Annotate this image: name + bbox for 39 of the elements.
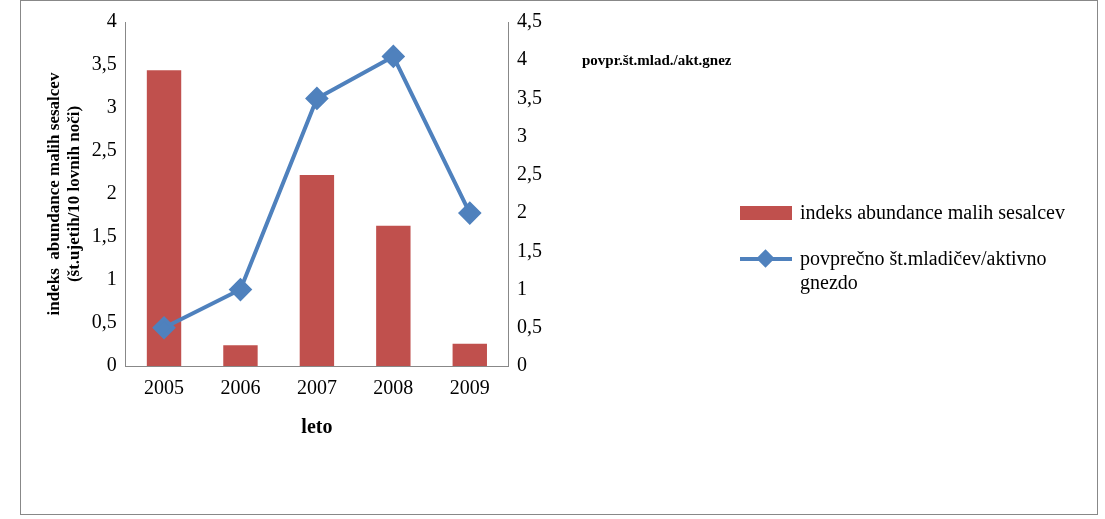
y-tick-label: 3,5 — [91, 52, 117, 75]
legend-label: povprečno št.mladičev/aktivno gnezdo — [800, 247, 1047, 293]
legend-label: indeks abundance malih sesalcev — [800, 201, 1065, 223]
y-tick-label: 2 — [106, 181, 117, 204]
y2-tick-label: 3 — [517, 123, 527, 146]
y2-tick-label: 4 — [517, 47, 527, 70]
y2-tick-label: 2 — [517, 200, 527, 223]
y2-tick-label: 3,5 — [517, 85, 542, 108]
bar — [452, 343, 487, 366]
x-tick-label: 2008 — [373, 376, 414, 399]
y2-tick-label: 1 — [517, 276, 527, 299]
y-tick-label: 1,5 — [91, 224, 117, 247]
x-tick-label: 2007 — [296, 376, 337, 399]
y2-tick-label: 4,5 — [517, 9, 542, 32]
y2-tick-label: 0,5 — [517, 315, 542, 338]
y2-tick-label: 1,5 — [517, 238, 542, 261]
y-tick-label: 0 — [106, 353, 117, 376]
y2-tick-label: 0 — [517, 353, 527, 376]
point — [382, 45, 405, 68]
x-tick-label: 2005 — [144, 376, 185, 399]
bar — [223, 345, 258, 366]
x-axis-title: leto — [301, 415, 333, 438]
x-tick-label: 2006 — [220, 376, 261, 399]
y-tick-label: 1 — [106, 267, 117, 290]
x-tick-label: 2009 — [449, 376, 490, 399]
bar — [299, 175, 335, 366]
bar — [146, 70, 182, 366]
point — [153, 316, 176, 339]
point — [229, 278, 252, 301]
y-tick-label: 4 — [106, 9, 117, 32]
point — [305, 87, 328, 110]
bar — [376, 225, 411, 366]
y-tick-label: 0,5 — [91, 310, 117, 333]
point — [458, 202, 481, 225]
y2-tick-label: 2,5 — [517, 162, 542, 185]
y2-axis-title: povpr.št.mlad./akt.gnez — [582, 52, 733, 69]
y-tick-label: 2,5 — [91, 138, 117, 161]
y-tick-label: 3 — [106, 95, 117, 118]
y-axis-title: indeks abundance malih sesalcev (št.ujetih/10 lovnih noči) — [43, 72, 83, 316]
